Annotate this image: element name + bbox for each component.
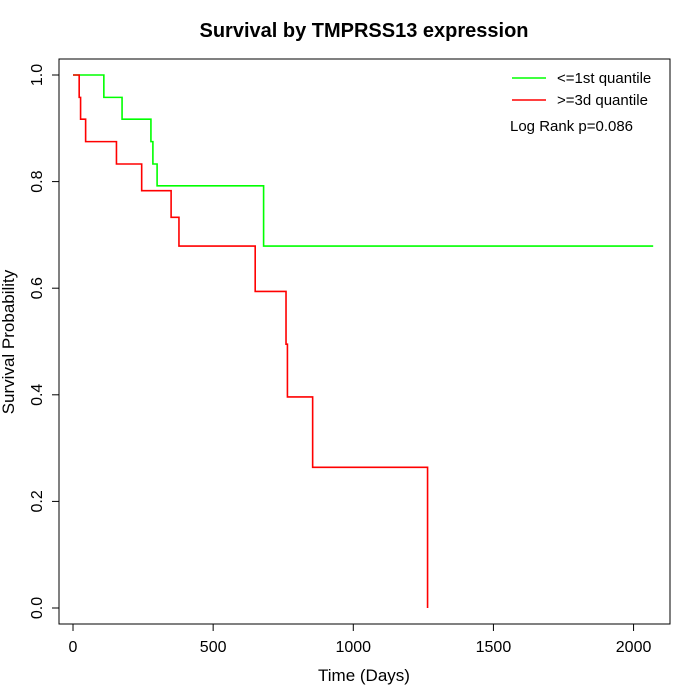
- y-tick-label: 0.2: [29, 490, 46, 512]
- y-tick-label: 0.8: [29, 170, 46, 192]
- x-tick-label: 1500: [476, 639, 512, 656]
- survival-curve-low: [73, 74, 654, 247]
- legend-label-low: <=1st quantile: [557, 70, 651, 87]
- y-axis-label: Survival Probability: [0, 269, 18, 414]
- x-axis: 0 500 1000 1500 2000: [69, 623, 652, 656]
- y-tick-label: 0.6: [29, 277, 46, 299]
- y-axis: 0.0 0.2 0.4 0.6 0.8 1.0: [29, 64, 60, 619]
- y-tick-label: 1.0: [29, 64, 46, 86]
- x-tick-label: 0: [69, 639, 78, 656]
- x-tick-label: 1000: [335, 639, 371, 656]
- survival-curve-high: [73, 74, 429, 609]
- series-layer: [73, 74, 654, 609]
- x-tick-label: 500: [200, 639, 227, 656]
- log-rank-annotation: Log Rank p=0.086: [510, 118, 633, 135]
- chart-title: Survival by TMPRSS13 expression: [199, 20, 528, 42]
- legend-label-high: >=3d quantile: [557, 92, 648, 109]
- x-axis-label: Time (Days): [318, 666, 410, 685]
- legend: <=1st quantile >=3d quantile Log Rank p=…: [510, 70, 651, 135]
- y-tick-label: 0.4: [29, 384, 46, 406]
- y-tick-label: 0.0: [29, 597, 46, 619]
- x-tick-label: 2000: [616, 639, 652, 656]
